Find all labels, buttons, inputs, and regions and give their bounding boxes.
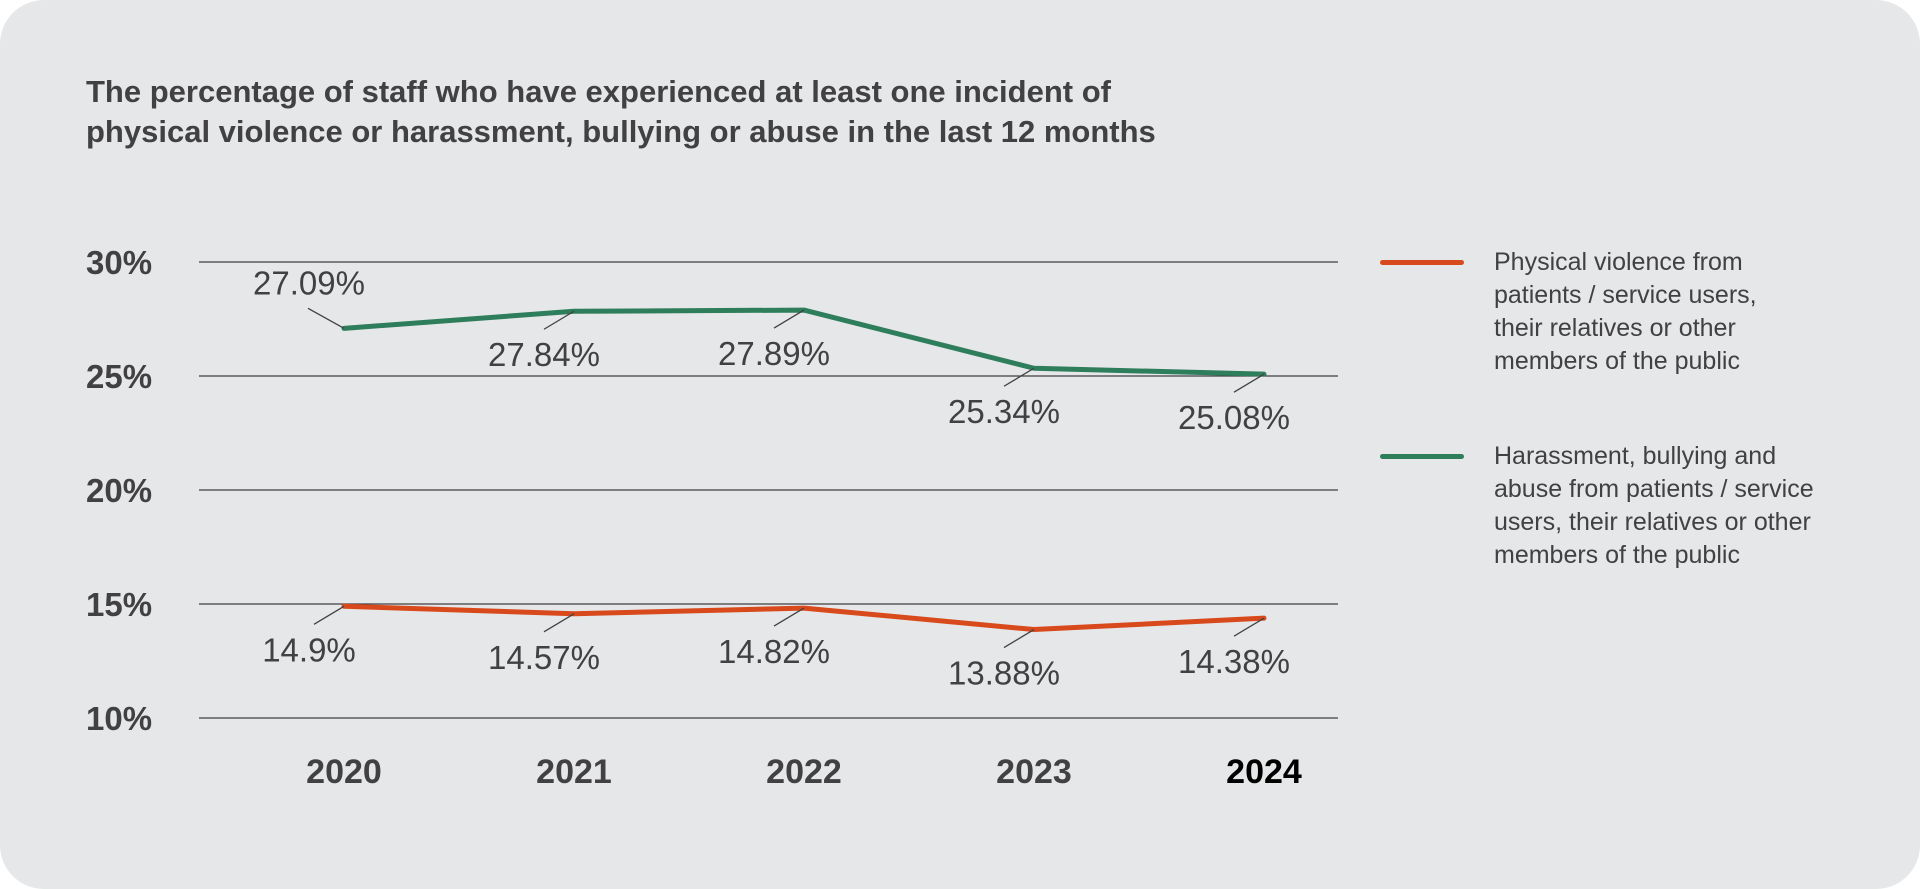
data-label: 13.88% <box>948 655 1060 692</box>
y-tick-label: 15% <box>86 586 152 623</box>
data-label-leader <box>543 310 575 330</box>
data-label-leader <box>1003 628 1035 649</box>
legend-label-line: users, their relatives or other <box>1494 508 1811 536</box>
data-label: 14.57% <box>488 639 600 676</box>
legend-label-line: Physical violence from <box>1494 248 1743 276</box>
y-tick-label: 10% <box>86 700 152 737</box>
chart-title-line-2: physical violence or harassment, bullyin… <box>86 114 1156 149</box>
data-label-leader <box>1233 617 1265 637</box>
legend-label-line: members of the public <box>1494 541 1740 569</box>
data-label-leader <box>773 607 805 627</box>
data-label-leader <box>543 613 575 633</box>
y-tick-label: 25% <box>86 358 152 395</box>
data-label-leader <box>307 307 345 329</box>
data-label: 25.34% <box>948 393 1060 430</box>
legend-swatch-physical-violence <box>1380 260 1464 265</box>
data-label-leader <box>313 605 345 625</box>
x-tick-label: 2024 <box>1226 753 1302 791</box>
y-tick-label: 20% <box>86 472 152 509</box>
legend-label-line: patients / service users, <box>1494 281 1757 309</box>
data-label: 27.09% <box>253 264 365 301</box>
legend-label-line: their relatives or other <box>1494 314 1736 342</box>
x-tick-label: 2021 <box>536 753 612 791</box>
legend-label-harassment: Harassment, bullying and abuse from pati… <box>1494 440 1874 572</box>
data-label: 27.89% <box>718 335 830 372</box>
data-label: 14.9% <box>262 631 356 668</box>
legend: Physical violence from patients / servic… <box>1380 246 1900 634</box>
legend-label-line: Harassment, bullying and <box>1494 442 1777 470</box>
chart-title: The percentage of staff who have experie… <box>86 72 1286 152</box>
x-tick-label: 2022 <box>766 753 842 791</box>
data-label: 14.82% <box>718 633 830 670</box>
x-tick-label: 2023 <box>996 753 1072 791</box>
legend-label-physical-violence: Physical violence from patients / servic… <box>1494 246 1874 378</box>
series-line-physical-violence <box>341 603 1267 633</box>
y-tick-label: 30% <box>86 244 152 281</box>
legend-item-harassment: Harassment, bullying and abuse from pati… <box>1380 440 1900 572</box>
data-label: 14.38% <box>1178 643 1290 680</box>
chart-title-line-1: The percentage of staff who have experie… <box>86 74 1111 109</box>
legend-swatch-harassment <box>1380 454 1464 459</box>
legend-label-line: members of the public <box>1494 347 1740 375</box>
data-label-leader <box>1003 367 1035 387</box>
data-label: 25.08% <box>1178 399 1290 436</box>
x-tick-label: 2020 <box>306 753 382 791</box>
data-label: 27.84% <box>488 336 600 373</box>
data-label-leader <box>773 309 805 329</box>
legend-item-physical-violence: Physical violence from patients / servic… <box>1380 246 1900 378</box>
data-label-leader <box>1233 373 1265 393</box>
legend-label-line: abuse from patients / service <box>1494 475 1814 503</box>
